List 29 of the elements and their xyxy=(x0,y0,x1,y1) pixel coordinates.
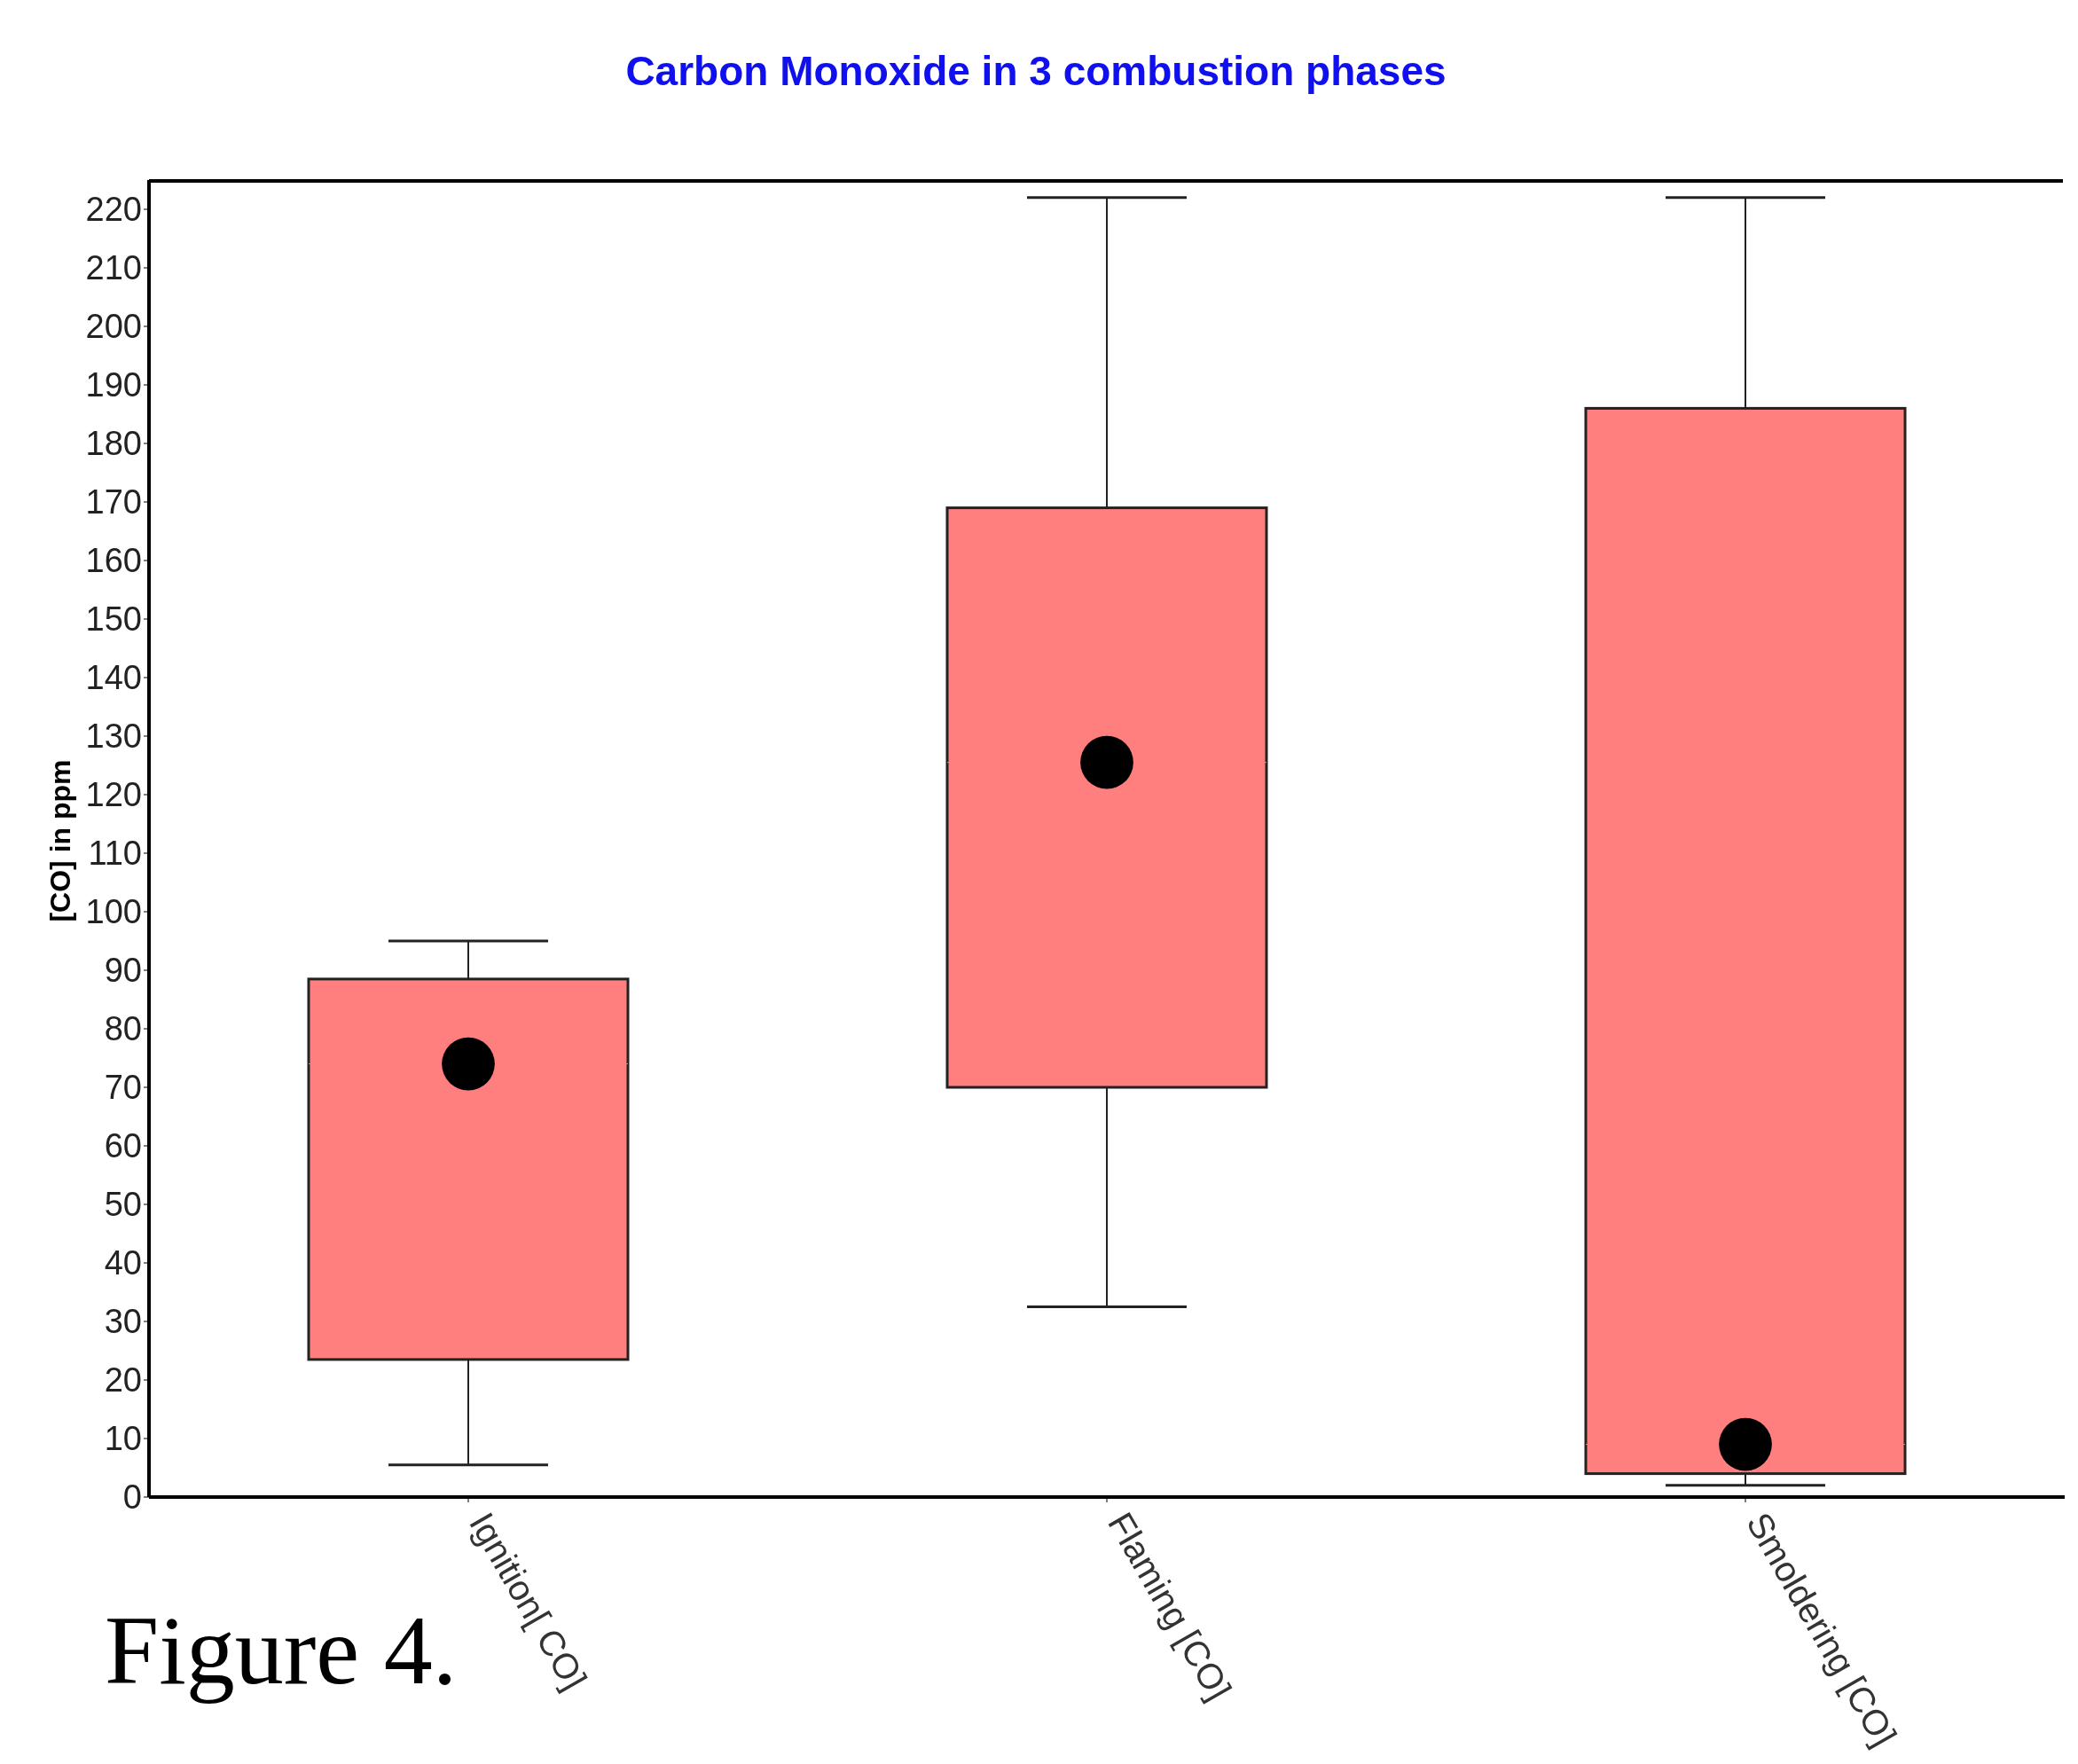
y-tick-label: 220 xyxy=(85,191,142,229)
y-tick-label: 20 xyxy=(104,1361,142,1399)
y-tick-label: 210 xyxy=(85,249,142,287)
y-tick-label: 170 xyxy=(85,483,142,521)
y-tick-label: 120 xyxy=(85,776,142,814)
y-tick-label: 30 xyxy=(104,1303,142,1341)
y-tick-label: 110 xyxy=(88,835,142,873)
y-tick-label: 130 xyxy=(85,717,142,756)
y-tick-label: 160 xyxy=(85,542,142,580)
y-tick-label: 180 xyxy=(85,425,142,463)
y-tick-label: 90 xyxy=(104,952,142,990)
y-tick-label: 140 xyxy=(85,659,142,697)
y-axis-title: [CO] in ppm xyxy=(43,759,77,922)
y-tick-label: 50 xyxy=(104,1186,142,1224)
point xyxy=(442,1037,495,1091)
y-tick-label: 80 xyxy=(104,1010,142,1048)
caption: Figure 4. xyxy=(105,1595,458,1706)
chart-title: Carbon Monoxide in 3 combustion phases xyxy=(624,47,1447,95)
y-tick-label: 70 xyxy=(104,1069,142,1107)
point xyxy=(1080,735,1133,789)
y-tick-label: 60 xyxy=(104,1127,142,1165)
point xyxy=(1719,1417,1772,1471)
y-tick-label: 200 xyxy=(85,308,142,346)
y-tick-label: 0 xyxy=(122,1478,142,1517)
y-tick-label: 40 xyxy=(104,1244,142,1282)
y-tick-label: 100 xyxy=(85,893,142,931)
y-tick-label: 150 xyxy=(85,600,142,639)
y-tick-label: 10 xyxy=(104,1420,142,1458)
y-tick-label: 190 xyxy=(85,366,142,404)
